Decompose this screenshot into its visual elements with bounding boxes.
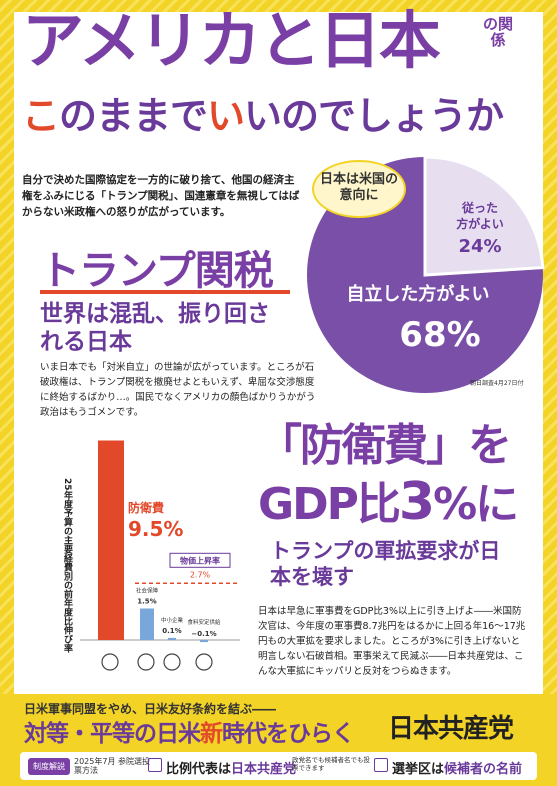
defense-heading-3: 3 <box>398 472 435 532</box>
bar-1 <box>140 608 154 640</box>
page-subtitle: このままでいいのでしょうか <box>22 92 504 140</box>
bar-label-1: 社会保障 <box>136 587 159 595</box>
rice-bowl-icon <box>195 653 213 671</box>
footer-slogan-c: 時代をひらく <box>222 721 355 747</box>
reference-label-box <box>169 552 231 568</box>
footer-slogan-a: 対等・平等の日米 <box>24 721 201 747</box>
defense-heading-gdp: GDP比 <box>258 479 401 530</box>
defense-heading-line1: 「防衛費」を <box>258 420 512 471</box>
bar-label-2: 中小企業 <box>161 616 184 624</box>
footer-slogan-line1: 日米軍事同盟をやめ、日米友好条約を結ぶ―― <box>24 702 277 716</box>
district-vote: 選挙区は候補者の名前 <box>392 758 522 777</box>
district-label: 選挙区は <box>392 762 445 777</box>
tariff-subheading: 世界は混乱、振り回される日本 <box>40 300 290 356</box>
chart-y-label: 25年度予算の主要経費別の前年度比伸び率 <box>62 478 72 653</box>
proportional-value: 日本共産党 <box>231 762 297 777</box>
defense-subheading-text: トランプの軍拡要求が日本を壊す <box>270 539 501 589</box>
voting-info-bar <box>20 752 537 780</box>
reference-label: 物価上昇率 <box>180 555 220 565</box>
bar-3 <box>200 640 208 643</box>
defense-subheading: トランプの軍拡要求が日本を壊す <box>270 538 520 590</box>
wheelchair-icon <box>137 653 155 671</box>
intro-text: 自分で決めた国際協定を一方的に破り捨て、他国の経済主権をふみにじる「トランプ関税… <box>22 174 300 218</box>
bar-value-3: −0.1% <box>191 630 216 638</box>
pie-follow-value: 24% <box>458 236 501 257</box>
bar-value-1: 1.5% <box>137 598 156 606</box>
footer-slogan-b: 新 <box>200 721 223 747</box>
page-title: アメリカと日本 <box>22 4 441 77</box>
pie-slice-follow <box>423 155 545 277</box>
bar-0 <box>98 440 124 640</box>
pie-independent-value: 68% <box>399 315 480 355</box>
district-value: 候補者の名前 <box>444 762 523 777</box>
system-explainer-badge: 制度解説 <box>28 758 70 775</box>
bar-label-3: 食料安定供給 <box>187 618 221 626</box>
subtitle-part3: い <box>207 94 245 138</box>
pie-follow-label-2: 方がよい <box>456 216 503 231</box>
party-name: 日本共産党 <box>388 714 514 744</box>
election-info: 2025年7月 参院選投票方法 <box>74 757 150 775</box>
subtitle-part1: こ <box>22 94 60 138</box>
pie-follow-label-1: 従った <box>461 200 498 215</box>
reference-value: 2.7% <box>190 570 211 579</box>
page-title-suffix: の関係 <box>482 15 513 49</box>
footer-slogan-line2: 対等・平等の日米新時代をひらく <box>24 714 355 748</box>
factory-icon <box>163 653 181 671</box>
bar-value-2: 0.1% <box>162 627 181 635</box>
proportional-vote: 比例代表は日本共産党 <box>166 758 296 777</box>
tariff-subheading-text: 世界は混乱、振り回される日本 <box>40 301 270 355</box>
subtitle-part2: のままで <box>59 94 208 138</box>
tariff-body-text: いま日本でも「対米自立」の世論が広がっています。ところが石破政権は、トランプ関税… <box>40 362 316 418</box>
subtitle-part4: いのでしょうか <box>244 94 504 138</box>
budget-bar-chart: 物価上昇率 2.7% 防衛費 9.5% 社会保障 1.5% 中小企業 0.1% 食料安定供給 −0… <box>80 440 240 671</box>
poll-bubble-text: 日本は米国の意向に <box>319 172 398 203</box>
poll-question-bubble: 日本は米国の意向に <box>312 160 406 218</box>
ballot-icon-2 <box>374 758 388 772</box>
defense-heading-pct: %に <box>433 479 519 530</box>
bar-2 <box>168 637 176 640</box>
tariff-underline <box>40 290 290 294</box>
defense-heading: 「防衛費」を GDP比3%に <box>258 418 519 533</box>
proportional-note: 政党名でも候補者名でも投票できます <box>292 756 370 772</box>
jet-icon <box>101 653 119 671</box>
ballot-icon <box>148 758 162 772</box>
bar-value-0: 9.5% <box>128 517 183 541</box>
defense-heading-line2: GDP比3%に <box>258 472 519 533</box>
bar-label-0: 防衛費 <box>128 500 164 515</box>
poll-source-note: 朝日調査4月27日付 <box>470 380 524 387</box>
defense-body-text: 日本は早急に軍事費をGDP比3%以上に引き上げよ――米国防次官は、今年度の軍事費… <box>258 606 526 677</box>
proportional-label: 比例代表は <box>166 762 232 777</box>
pie-independent-label: 自立した方がよい <box>346 283 489 305</box>
tariff-heading: トランプ関税 <box>40 248 274 294</box>
